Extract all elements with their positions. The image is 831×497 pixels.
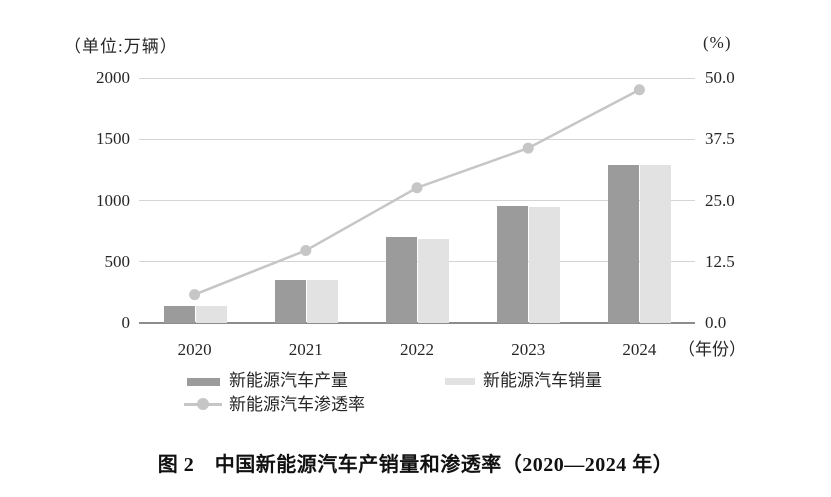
bar-2022-sales bbox=[418, 238, 449, 323]
axis-tick-label: 12.5 bbox=[705, 251, 735, 271]
axis-tick-label: 2000 bbox=[96, 68, 130, 87]
bar-2020-sales bbox=[195, 306, 227, 323]
bar-2023-sales bbox=[529, 206, 561, 323]
legend-swatch-sales bbox=[445, 378, 475, 385]
x-tick-label-2021: 2021 bbox=[288, 340, 323, 359]
penetration-marker-2024 bbox=[633, 84, 645, 96]
penetration-marker-2022 bbox=[411, 182, 423, 194]
bar-2021-sales bbox=[306, 279, 338, 323]
bar-2023-production bbox=[497, 205, 529, 323]
bar-2021-production bbox=[274, 279, 306, 323]
gridline bbox=[139, 77, 695, 79]
gridline bbox=[139, 261, 695, 263]
penetration-line-series bbox=[189, 84, 645, 301]
left-axis-unit-label: （单位:万辆） bbox=[64, 37, 178, 56]
axis-tick-label: 1000 bbox=[96, 190, 130, 210]
legend-label-penetration: 新能源汽车渗透率 bbox=[229, 395, 365, 414]
axis-tick-label: 1500 bbox=[96, 129, 130, 149]
penetration-marker-2023 bbox=[522, 142, 534, 154]
legend-swatch-production bbox=[187, 378, 220, 386]
x-axis-line bbox=[139, 322, 695, 324]
axis-tick-label: 500 bbox=[104, 251, 131, 271]
gridline bbox=[139, 200, 695, 201]
axis-tick-label: 0 bbox=[121, 313, 131, 332]
bar-2024-production bbox=[608, 165, 640, 323]
penetration-marker-2020 bbox=[189, 289, 201, 301]
x-tick-label-2023: 2023 bbox=[511, 340, 546, 359]
legend-label-sales: 新能源汽车销量 bbox=[483, 371, 602, 390]
axis-tick-label: 50.0 bbox=[705, 68, 735, 87]
x-tick-label-2020: 2020 bbox=[177, 340, 212, 359]
plot-area bbox=[139, 77, 695, 324]
x-axis-suffix-label: （年份） bbox=[678, 340, 746, 359]
penetration-marker-2021 bbox=[300, 244, 312, 256]
figure-caption: 图 2 中国新能源汽车产销量和渗透率（2020—2024 年） bbox=[157, 454, 674, 476]
right-axis-unit-label: (%) bbox=[703, 33, 732, 52]
axis-tick-label: 25.0 bbox=[705, 190, 735, 210]
legend-dot-icon bbox=[197, 398, 209, 410]
axis-tick-label: 37.5 bbox=[705, 129, 735, 149]
bar-2020-production bbox=[163, 306, 195, 323]
axis-tick-label: 0.0 bbox=[705, 313, 727, 332]
bar-2024-sales bbox=[640, 165, 672, 323]
x-tick-label-2024: 2024 bbox=[622, 340, 657, 359]
legend-label-production: 新能源汽车产量 bbox=[229, 371, 348, 390]
bar-2022-production bbox=[386, 236, 417, 323]
gridline bbox=[139, 138, 695, 140]
x-tick-label-2022: 2022 bbox=[400, 340, 434, 359]
